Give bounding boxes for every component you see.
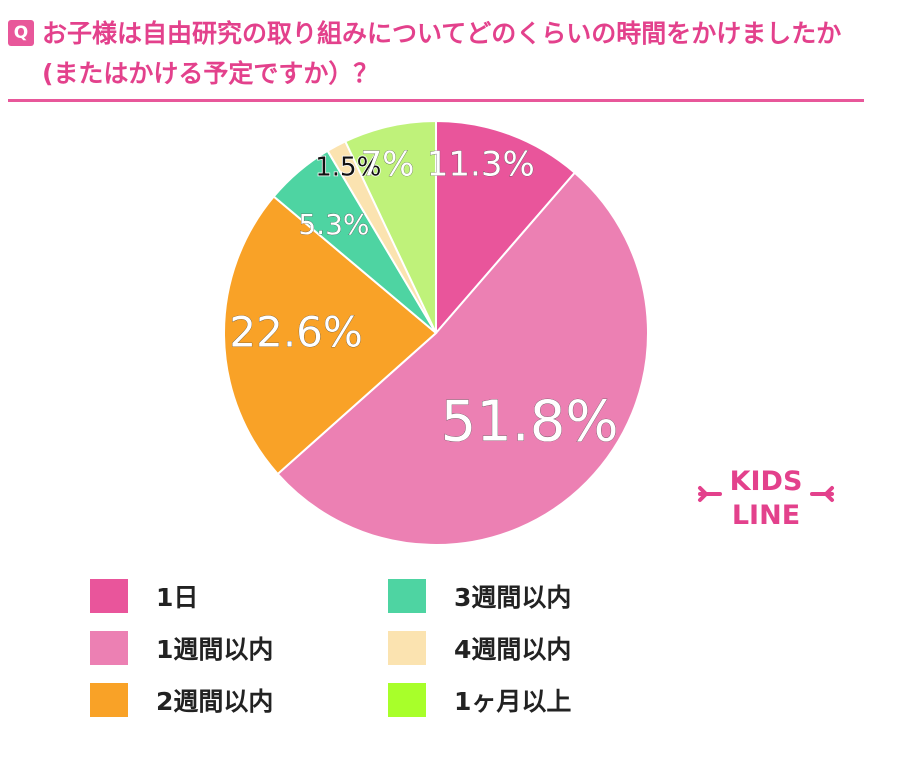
slice-label-3: 22.6% [229,307,362,356]
pie-labels: 11.3% 51.8% 22.6% 5.3% 1.5%7% [229,144,619,455]
pie-slices [223,119,649,546]
kids-line-logo: KIDS LINE [698,466,834,531]
logo-left-arrow-icon [698,486,722,502]
legend: 1日 1週間以内 2週間以内 3週間以内 4週間以内 1ヶ月以上 [90,578,690,738]
legend-label: 1ヶ月以上 [454,687,572,716]
slice-label-5: 1.5% [315,152,381,182]
legend-item-2: 1週間以内 [90,630,273,666]
logo-line1: KIDS [730,466,803,497]
legend-item-3: 2週間以内 [90,682,273,718]
legend-label: 1日 [156,583,199,612]
pie-slice-6 [343,119,437,334]
title-divider [8,99,864,102]
slice-label-2: 51.8% [441,389,619,454]
legend-item-6: 1ヶ月以上 [388,682,571,718]
chart-title: お子様は自由研究の取り組みについてどのくらいの時間をかけましたか(またはかける予… [42,19,842,88]
legend-item-4: 3週間以内 [388,578,571,614]
logo-line2: LINE [732,500,800,531]
legend-label: 3週間以内 [454,583,572,612]
logo-right-arrow-icon [810,486,834,502]
pie-slice-3 [223,195,438,476]
pie-slice-2 [276,171,649,546]
legend-item-1: 1日 [90,578,198,614]
legend-swatch [388,631,426,665]
pie-slice-1 [435,119,577,336]
legend-swatch [90,579,128,613]
slice-label-1: 11.3% [427,144,535,184]
question-badge: Q [8,20,34,46]
legend-label: 2週間以内 [156,687,274,716]
slice-label-4: 5.3% [298,208,369,241]
legend-swatch [388,579,426,613]
legend-swatch [90,683,128,717]
legend-label: 4週間以内 [454,635,572,664]
legend-swatch [388,683,426,717]
legend-swatch [90,631,128,665]
legend-item-5: 4週間以内 [388,630,571,666]
legend-label: 1週間以内 [156,635,274,664]
slice-label-6: 7% [360,145,414,185]
